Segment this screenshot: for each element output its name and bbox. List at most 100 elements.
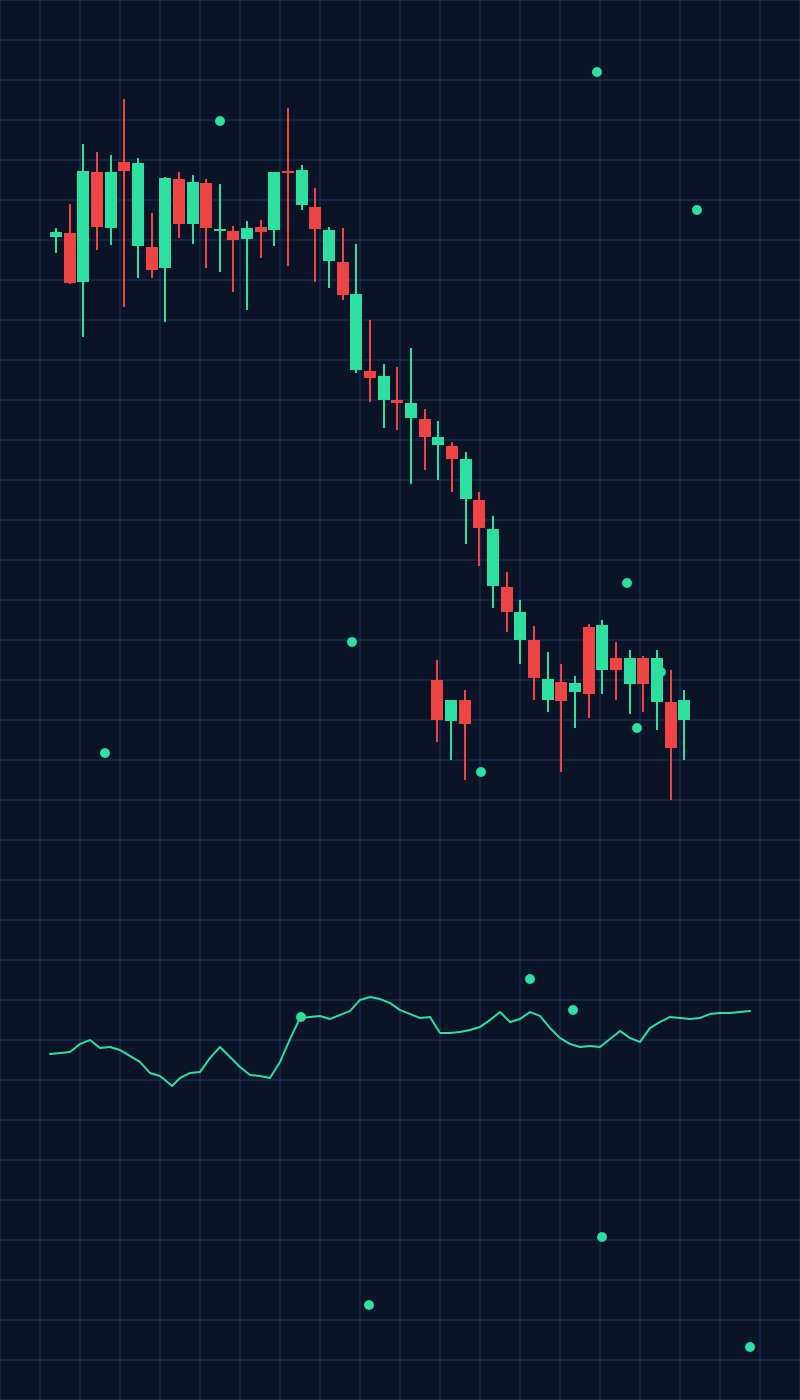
candlestick[interactable] (610, 642, 622, 700)
candlestick[interactable] (187, 175, 199, 244)
candle-body (391, 400, 403, 403)
candle-body (473, 500, 485, 528)
indicator-line[interactable] (49, 996, 751, 1087)
candle-body (364, 371, 376, 378)
candlestick[interactable] (665, 670, 677, 800)
candlestick[interactable] (227, 226, 239, 292)
signal-marker-dot[interactable] (215, 116, 225, 126)
candle-body (105, 172, 117, 228)
signal-marker-dot[interactable] (745, 1342, 755, 1352)
candlestick[interactable] (528, 626, 540, 700)
candle-body (583, 627, 595, 694)
candlestick[interactable] (378, 364, 390, 428)
candlestick[interactable] (77, 144, 89, 337)
candlestick[interactable] (487, 516, 499, 608)
candlestick[interactable] (146, 213, 158, 278)
signal-marker-dot[interactable] (597, 1232, 607, 1242)
signal-marker-dot[interactable] (364, 1300, 374, 1310)
candlestick[interactable] (159, 177, 171, 322)
candle-body (405, 403, 417, 418)
candle-body (419, 419, 431, 437)
candlestick[interactable] (542, 652, 554, 712)
candlestick[interactable] (501, 572, 513, 632)
candlestick[interactable] (50, 228, 62, 253)
candle-body (459, 700, 471, 724)
candlestick[interactable] (214, 184, 226, 272)
candle-body (555, 682, 567, 701)
candle-body (296, 170, 308, 205)
signal-marker-dot[interactable] (632, 723, 642, 733)
signal-marker-dot[interactable] (476, 767, 486, 777)
signal-marker-dot[interactable] (692, 205, 702, 215)
candle-body (159, 178, 171, 268)
candlestick[interactable] (91, 152, 103, 250)
candle-body (200, 183, 212, 228)
candlestick[interactable] (460, 452, 472, 544)
candlestick[interactable] (118, 99, 130, 307)
candlestick[interactable] (624, 650, 636, 714)
candle-body (501, 587, 513, 612)
candlestick[interactable] (445, 700, 457, 760)
candle-body (214, 229, 226, 231)
candlestick[interactable] (350, 244, 362, 373)
candlestick[interactable] (569, 676, 581, 728)
signal-marker-dot[interactable] (622, 578, 632, 588)
candle-body (268, 172, 280, 230)
candlestick[interactable] (364, 320, 376, 402)
candle-body (678, 700, 690, 720)
candle-body (651, 658, 663, 702)
candle-body (460, 459, 472, 499)
candle-body (132, 163, 144, 246)
candle-body (241, 228, 253, 239)
candlestick[interactable] (282, 108, 294, 266)
candle-body (227, 231, 239, 240)
candlestick[interactable] (105, 155, 117, 245)
candle-body (431, 680, 443, 720)
candlestick[interactable] (391, 367, 403, 430)
candlestick[interactable] (200, 179, 212, 268)
candlestick[interactable] (446, 442, 458, 492)
candle-body (446, 446, 458, 459)
candlestick[interactable] (678, 690, 690, 760)
candlestick[interactable] (459, 690, 471, 780)
signal-marker-dot[interactable] (568, 1005, 578, 1015)
signal-marker-dot[interactable] (592, 67, 602, 77)
candlestick[interactable] (309, 188, 321, 282)
candlestick[interactable] (241, 221, 253, 310)
candlestick[interactable] (173, 172, 185, 238)
candle-body (637, 658, 649, 684)
candle-body (528, 640, 540, 678)
candlestick[interactable] (405, 348, 417, 484)
candle-body (146, 247, 158, 270)
candle-body (50, 232, 62, 237)
candlestick[interactable] (432, 421, 444, 480)
candle-body (542, 679, 554, 700)
candlestick[interactable] (255, 220, 267, 258)
candle-body (337, 262, 349, 295)
candlestick[interactable] (132, 158, 144, 278)
signal-marker-dot[interactable] (347, 637, 357, 647)
candle-body (173, 179, 185, 224)
candlestick[interactable] (583, 624, 595, 718)
signal-marker-dot[interactable] (525, 974, 535, 984)
signal-marker-dot[interactable] (656, 667, 666, 677)
candlestick[interactable] (323, 227, 335, 288)
candlestick[interactable] (637, 656, 649, 712)
candlestick[interactable] (651, 650, 663, 730)
signal-marker-dot[interactable] (296, 1012, 306, 1022)
candle-body (309, 207, 321, 229)
candlestick[interactable] (337, 228, 349, 300)
signal-marker-dot[interactable] (100, 748, 110, 758)
candlestick[interactable] (596, 620, 608, 694)
candlestick[interactable] (419, 409, 431, 470)
candlestick[interactable] (514, 600, 526, 664)
candlestick[interactable] (431, 660, 443, 742)
candle-body (445, 700, 457, 721)
candlestick[interactable] (473, 492, 485, 566)
candlestick[interactable] (296, 165, 308, 210)
candlestick[interactable] (64, 204, 76, 284)
candlestick[interactable] (268, 172, 280, 246)
candlestick[interactable] (555, 664, 567, 772)
